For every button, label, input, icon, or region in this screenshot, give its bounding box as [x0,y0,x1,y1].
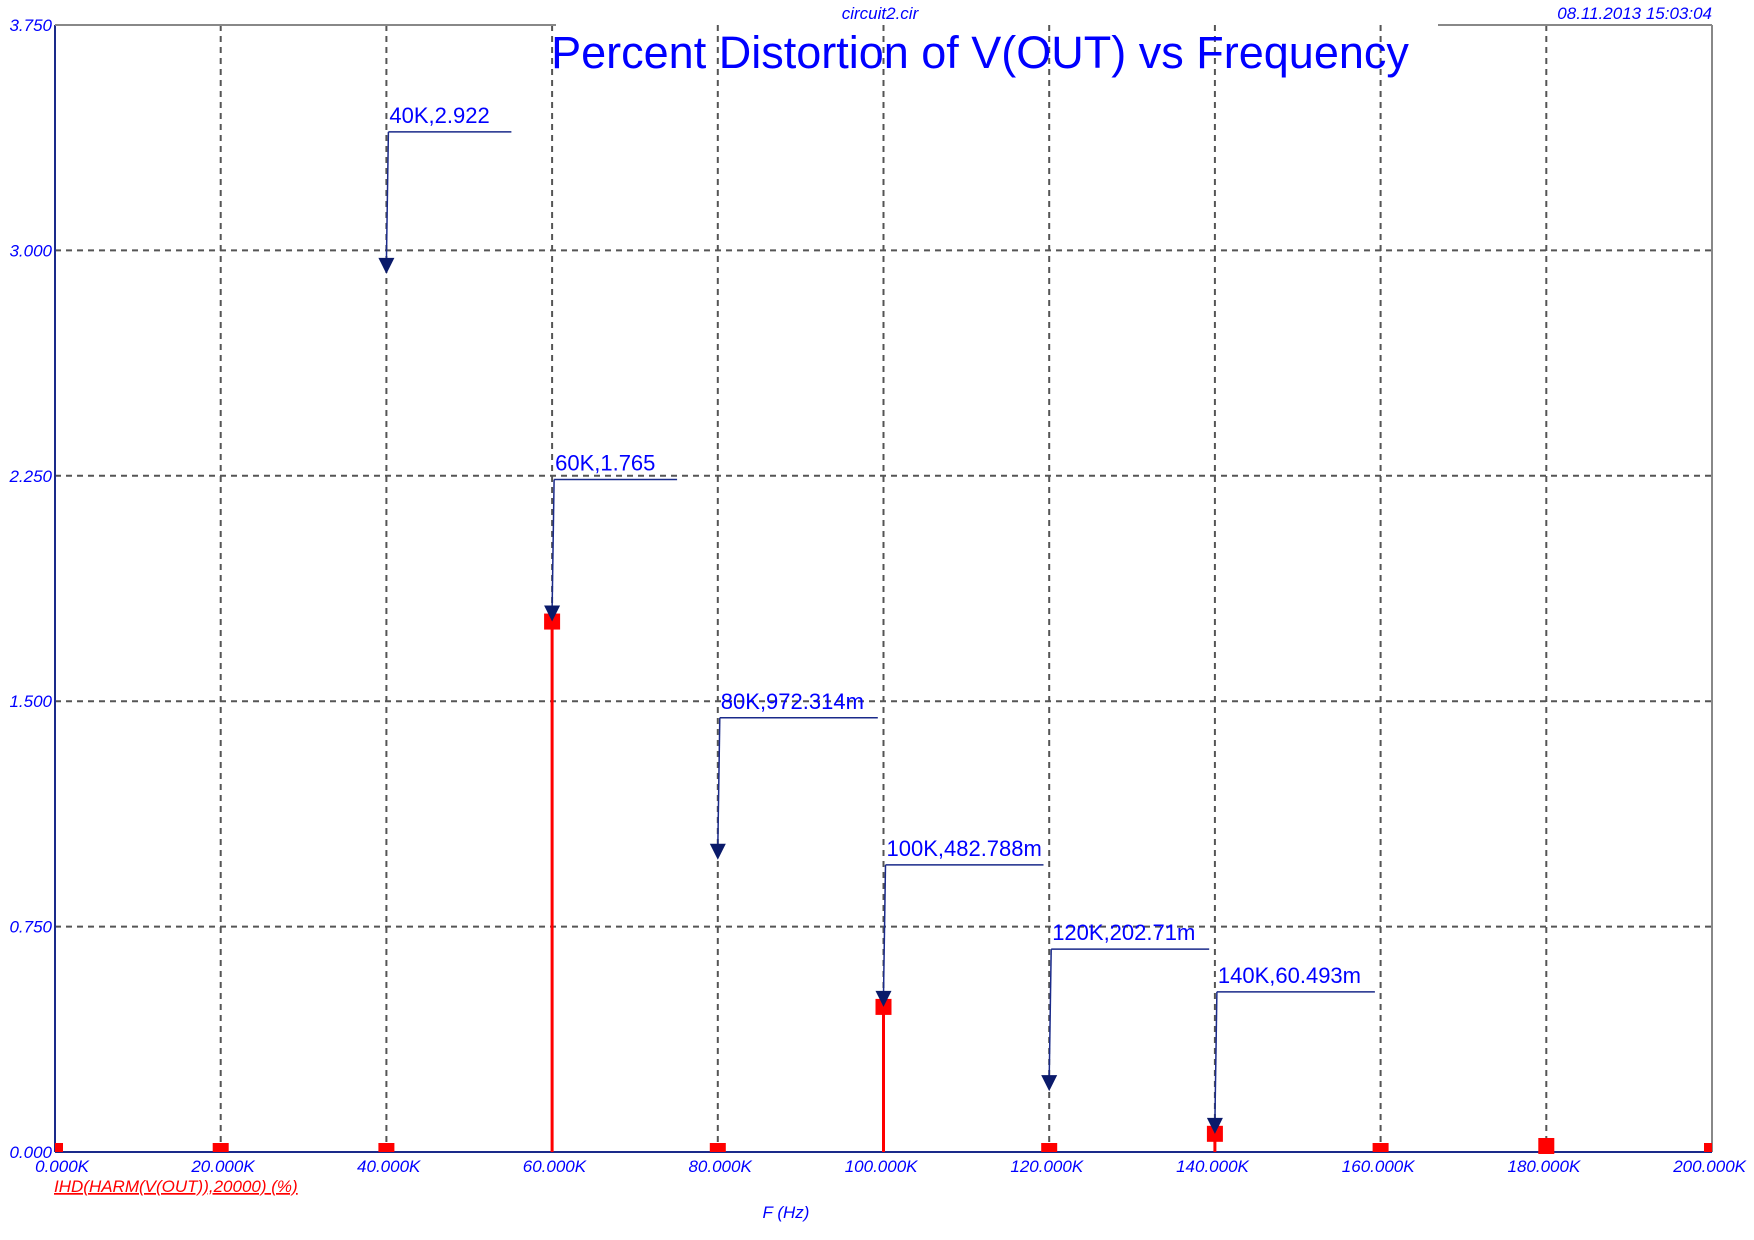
annotation-label: 120K,202.71m [1052,920,1195,945]
annotation: 140K,60.493m [1206,963,1375,1134]
annotation-arrowhead [378,257,395,274]
annotation-leader [1048,949,1052,1080]
annotation-leader [882,864,887,995]
annotation-leader [1214,991,1218,1122]
annotation-leader [551,479,555,610]
bar-marker [1538,1137,1555,1154]
x-tick-label: 180.000K [1508,1157,1581,1176]
x-tick-label: 60.000K [523,1157,587,1176]
y-tick-label: 2.250 [8,467,52,486]
y-tick-label: 1.500 [9,692,52,711]
timestamp: 08.11.2013 15:03:04 [1557,4,1712,23]
y-tick-label: 0.000 [9,1143,52,1162]
x-tick-label: 120.000K [1010,1157,1083,1176]
x-axis-label: F (Hz) [763,1203,810,1222]
x-tick-label: 100.000K [845,1157,918,1176]
y-tick-label: 3.750 [9,16,52,35]
x-tick-label: 80.000K [688,1157,752,1176]
annotation-leader [385,131,390,262]
annotation: 100K,482.788m [875,836,1044,1007]
bar-marker [1041,1143,1058,1152]
annotation-label: 100K,482.788m [887,836,1042,861]
annotation: 40K,2.922 [378,103,512,274]
bar-marker [709,1143,726,1152]
annotations: 40K,2.922 60K,1.765 80K,972.314m 100K,482.7… [378,103,1375,1134]
x-tick-label: 0.000K [35,1157,90,1176]
bar-marker [1704,1143,1712,1152]
x-tick-label: 160.000K [1342,1157,1415,1176]
annotation-arrowhead [1206,1117,1223,1134]
tick-labels: 0.000K 20.000K 40.000K 60.000K 80.000K 100.00… [8,16,1746,1176]
bar-marker [212,1143,229,1152]
annotation: 60K,1.765 [544,451,678,622]
bar-marker [55,1143,63,1152]
legend-entry: IHD(HARM(V(OUT)),20000) (%) [54,1177,298,1196]
y-tick-label: 0.750 [9,918,52,937]
bar-marker [1372,1143,1389,1152]
annotation-arrowhead [709,843,726,860]
x-tick-label: 20.000K [190,1157,255,1176]
annotation-label: 40K,2.922 [389,103,489,128]
y-tick-label: 3.000 [9,241,52,260]
chart-title: Percent Distortion of V(OUT) vs Frequenc… [551,27,1409,78]
bar-marker [378,1143,395,1152]
annotation: 80K,972.314m [709,689,878,860]
annotation-arrowhead [875,990,892,1007]
annotation-label: 80K,972.314m [721,689,864,714]
annotation: 120K,202.71m [1041,920,1210,1092]
x-tick-label: 200.000K [1672,1157,1746,1176]
annotation-arrowhead [1041,1075,1058,1092]
annotation-arrowhead [544,605,561,622]
file-name: circuit2.cir [842,4,920,23]
grid [55,25,1712,1152]
x-tick-label: 40.000K [357,1157,421,1176]
annotation-label: 140K,60.493m [1218,963,1361,988]
x-tick-label: 140.000K [1176,1157,1249,1176]
annotation-label: 60K,1.765 [555,451,655,476]
annotation-leader [717,717,721,848]
